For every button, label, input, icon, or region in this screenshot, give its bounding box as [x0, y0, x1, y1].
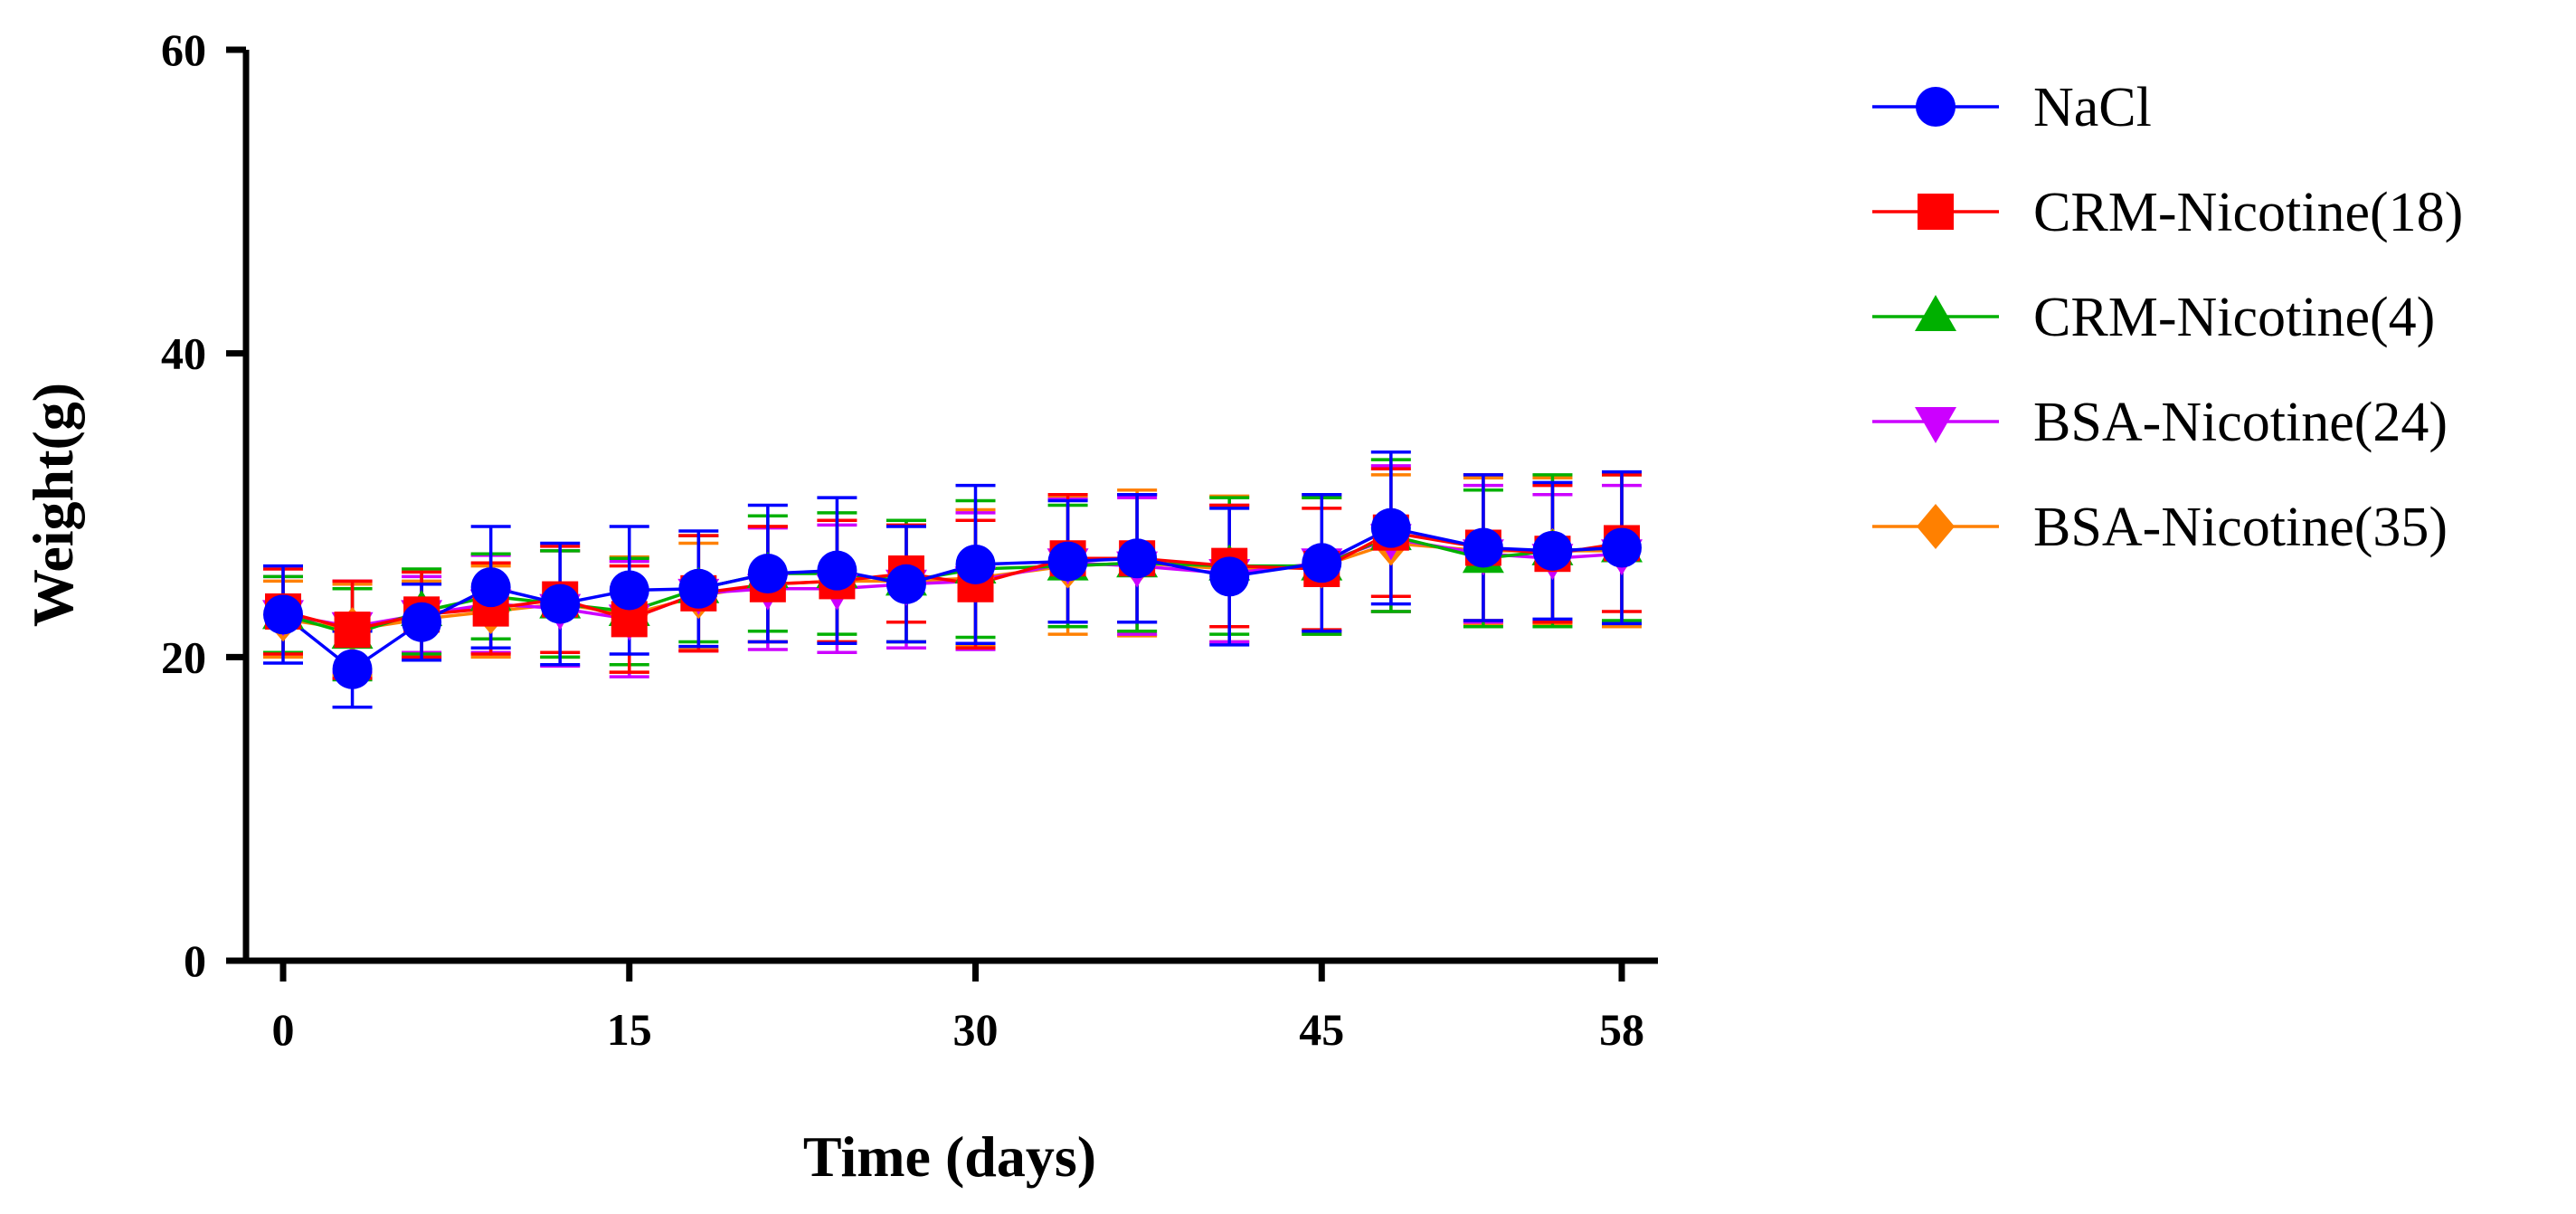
legend-item: CRM-Nicotine(18): [1872, 182, 2463, 243]
point-nacl: [747, 554, 788, 594]
legend-label: BSA-Nicotine(35): [2033, 497, 2448, 558]
point-nacl: [540, 583, 581, 624]
legend-marker: [1915, 407, 1956, 443]
y-tick-label: 20: [161, 631, 206, 682]
x-axis-title: Time (days): [803, 1124, 1096, 1189]
y-tick-label: 0: [184, 935, 206, 986]
point-nacl: [955, 544, 996, 584]
axes: [242, 50, 1658, 964]
legend-label: CRM-Nicotine(18): [2033, 182, 2463, 243]
y-tick-label: 40: [161, 328, 206, 379]
point-nacl: [402, 602, 442, 642]
point-nacl: [1302, 543, 1342, 583]
legend-item: BSA-Nicotine(35): [1872, 497, 2448, 558]
legend-marker: [1915, 295, 1956, 331]
legend-label: BSA-Nicotine(24): [2033, 392, 2448, 453]
legend-item: NaCl: [1872, 77, 2152, 138]
legend-label: NaCl: [2033, 77, 2152, 138]
point-nacl: [1602, 527, 1642, 568]
legend-item: BSA-Nicotine(24): [1872, 392, 2448, 453]
point-crm-nicotine-18: [334, 612, 371, 649]
point-nacl: [1209, 556, 1250, 597]
point-nacl: [678, 568, 719, 609]
ticks-layer: 0 20 40 60 0 15 30 45 58: [161, 24, 1644, 1055]
point-nacl: [332, 649, 373, 689]
x-tick-label: 0: [272, 1004, 295, 1055]
point-nacl: [1463, 527, 1503, 568]
point-nacl: [1532, 530, 1573, 571]
legend-item: CRM-Nicotine(4): [1872, 287, 2435, 348]
point-nacl: [817, 550, 857, 591]
x-tick-label: 30: [953, 1004, 999, 1055]
point-nacl: [263, 594, 303, 635]
y-tick-label: 60: [161, 24, 206, 75]
legend-marker: [1916, 87, 1956, 127]
point-nacl: [1047, 541, 1088, 582]
point-nacl: [609, 570, 649, 611]
legend: NaCl CRM-Nicotine(18) CRM-Nicotine(4) BSA-N…: [1872, 77, 2463, 558]
legend-marker: [1918, 194, 1954, 230]
legend-marker: [1917, 504, 1955, 549]
x-tick-label: 58: [1599, 1004, 1644, 1055]
markers-layer: [262, 507, 1643, 689]
x-tick-label: 15: [607, 1004, 652, 1055]
point-nacl: [886, 564, 926, 604]
point-nacl: [470, 567, 511, 608]
legend-label: CRM-Nicotine(4): [2033, 287, 2435, 348]
point-nacl: [1117, 538, 1158, 579]
x-tick-label: 45: [1299, 1004, 1344, 1055]
point-nacl: [1370, 507, 1411, 548]
y-axis-title: Weight(g): [21, 383, 85, 627]
